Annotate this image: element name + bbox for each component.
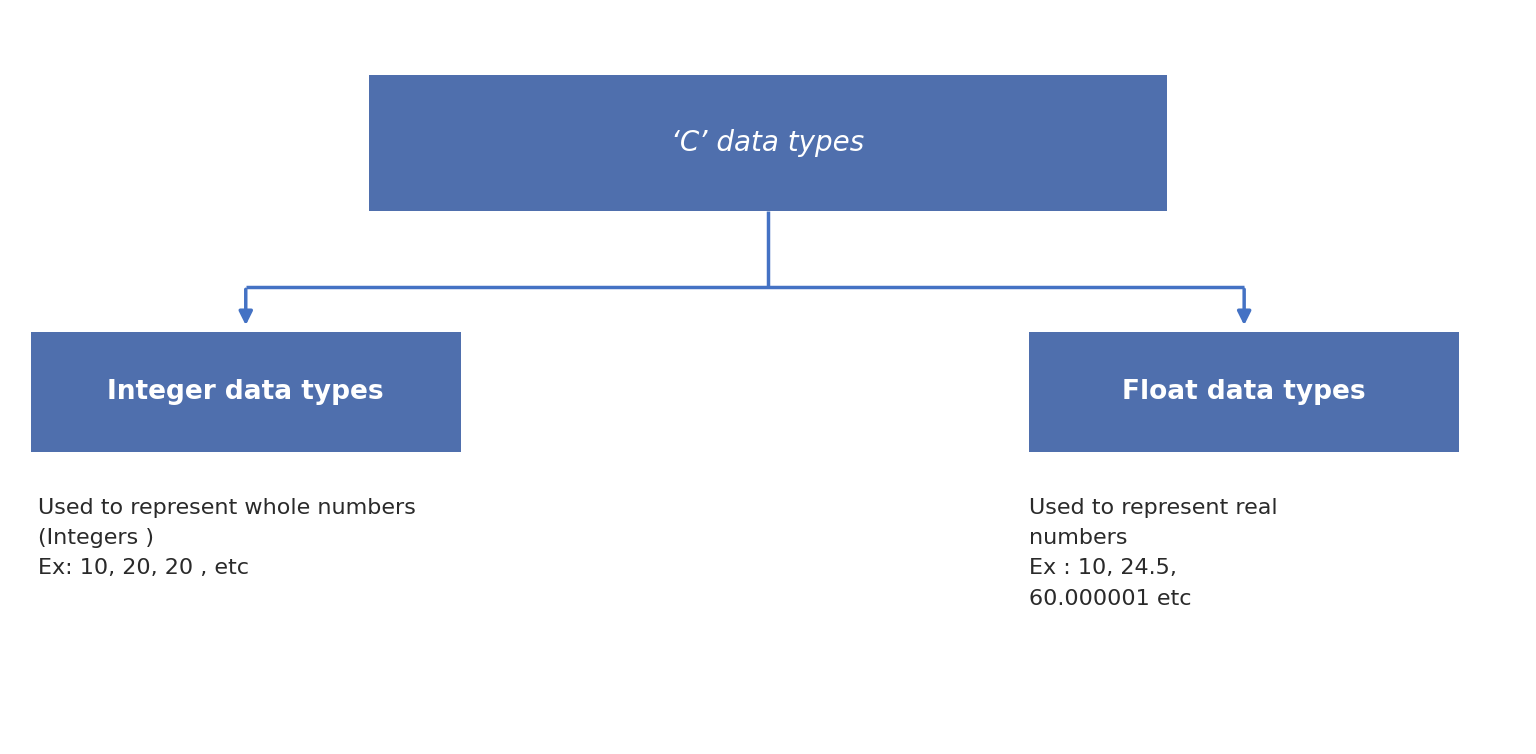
FancyBboxPatch shape: [369, 75, 1167, 211]
FancyBboxPatch shape: [31, 332, 461, 452]
FancyBboxPatch shape: [1029, 332, 1459, 452]
Text: Integer data types: Integer data types: [108, 379, 384, 405]
Text: Used to represent real
numbers
Ex : 10, 24.5,
60.000001 etc: Used to represent real numbers Ex : 10, …: [1029, 498, 1278, 608]
Text: Float data types: Float data types: [1123, 379, 1366, 405]
Text: ‘C’ data types: ‘C’ data types: [671, 129, 865, 158]
Text: Used to represent whole numbers
(Integers )
Ex: 10, 20, 20 , etc: Used to represent whole numbers (Integer…: [38, 498, 416, 578]
